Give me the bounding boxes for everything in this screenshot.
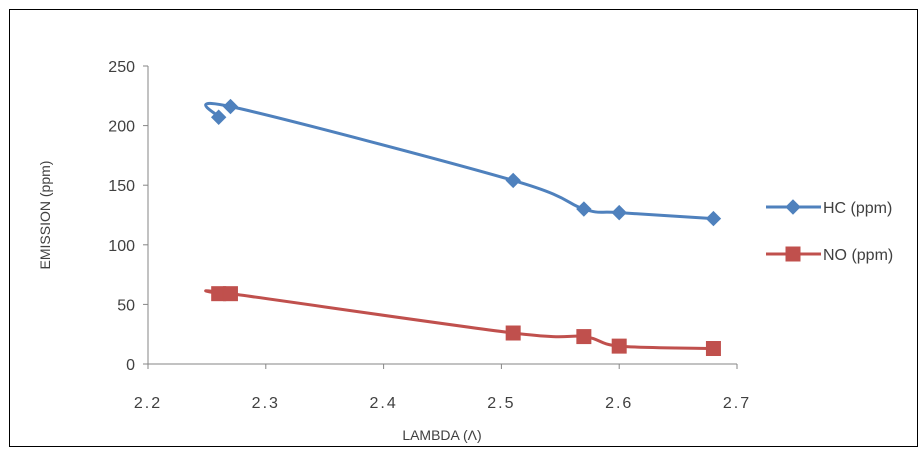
legend: HC (ppm) NO (ppm) bbox=[766, 199, 893, 264]
x-tick-label: 2.5 bbox=[487, 395, 515, 412]
y-axis-title: EMISSION (ppm) bbox=[37, 161, 53, 270]
x-tick-label: 2.2 bbox=[134, 395, 162, 412]
x-tick-label: 2.3 bbox=[252, 395, 280, 412]
data-point-square bbox=[576, 329, 592, 345]
legend-label: HC (ppm) bbox=[823, 200, 892, 217]
data-point-diamond bbox=[705, 210, 722, 227]
series-layer bbox=[204, 98, 722, 357]
chart-border bbox=[9, 9, 918, 447]
data-point-diamond bbox=[505, 172, 521, 189]
data-point-diamond bbox=[210, 109, 227, 125]
series-0 bbox=[204, 98, 722, 227]
y-tick-label: 150 bbox=[108, 178, 135, 195]
data-point-square bbox=[705, 341, 721, 357]
legend-diamond-marker bbox=[785, 199, 801, 215]
legend-square-marker bbox=[785, 246, 801, 262]
data-point-diamond bbox=[222, 98, 239, 115]
data-point-square bbox=[611, 338, 627, 354]
legend-item: HC (ppm) bbox=[766, 199, 892, 217]
legend-item: NO (ppm) bbox=[766, 246, 893, 264]
x-tick-label: 2.6 bbox=[605, 395, 633, 412]
y-tick-label: 0 bbox=[126, 357, 135, 374]
y-axis-ticks: 0 50 100 150 200 250 bbox=[108, 59, 148, 374]
legend-label: NO (ppm) bbox=[823, 247, 893, 264]
y-tick-label: 250 bbox=[108, 59, 135, 76]
y-tick-label: 100 bbox=[108, 238, 135, 255]
x-tick-label: 2.4 bbox=[369, 395, 397, 412]
x-axis-ticks: 2.2 2.3 2.4 2.5 2.6 2.7 bbox=[134, 364, 751, 412]
x-tick-label: 2.7 bbox=[723, 395, 751, 412]
data-point-square bbox=[222, 286, 238, 302]
data-point-square bbox=[505, 325, 521, 341]
data-point-diamond bbox=[611, 204, 627, 221]
y-tick-label: 200 bbox=[108, 119, 135, 136]
data-point-diamond bbox=[576, 201, 592, 217]
x-axis-title: LAMBDA (Λ) bbox=[402, 427, 481, 443]
y-tick-label: 50 bbox=[117, 297, 135, 314]
series-1 bbox=[204, 286, 721, 357]
